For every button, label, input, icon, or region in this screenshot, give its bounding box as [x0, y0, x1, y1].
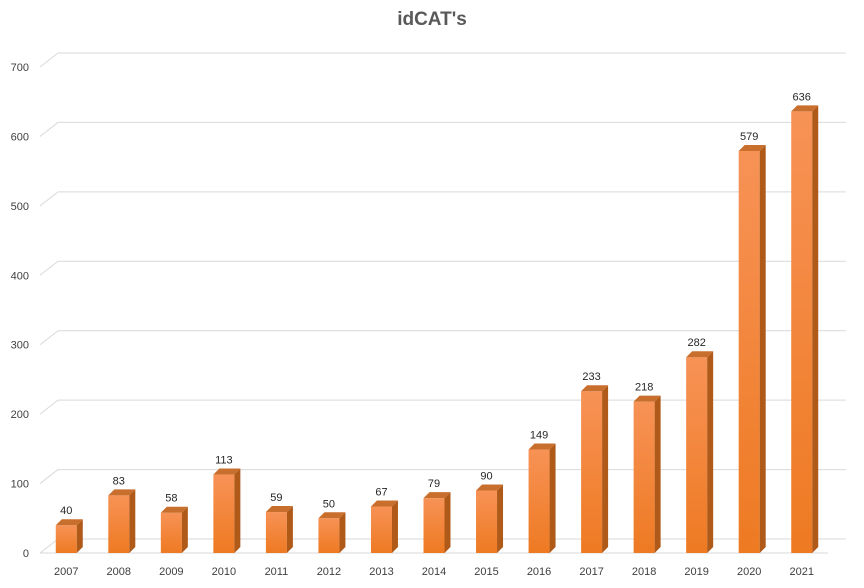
x-tick-label-2012: 2012 [317, 566, 341, 578]
bar-side-2016 [549, 443, 556, 553]
bar-2014 [423, 498, 445, 553]
gridline-depth [39, 399, 59, 415]
bar-side-2017 [602, 385, 609, 553]
data-label-2017: 233 [582, 371, 600, 383]
bar-side-2013 [391, 500, 398, 553]
bar-side-2008 [129, 489, 136, 553]
gridline-depth [39, 122, 59, 137]
x-tick-label-2021: 2021 [789, 566, 813, 578]
bar-2007 [55, 525, 77, 553]
data-label-2018: 218 [635, 382, 653, 394]
data-label-2011: 59 [270, 492, 282, 504]
gridline-depth [39, 538, 59, 554]
x-tick-label-2011: 2011 [265, 566, 289, 578]
data-label-2016: 149 [530, 430, 548, 442]
chart-title: idCAT's [397, 9, 467, 30]
gridlines [39, 52, 846, 554]
bar-top-2013 [370, 500, 398, 507]
bar-2012 [318, 518, 340, 553]
bar-side-2021 [812, 105, 819, 553]
y-tick-label: 400 [11, 270, 29, 282]
bar-top-2016 [528, 443, 556, 450]
x-tick-label-2014: 2014 [422, 566, 446, 578]
bar-side-2015 [497, 484, 504, 553]
bar-top-2011 [265, 506, 293, 513]
data-label-2009: 58 [165, 493, 177, 505]
bar-2018 [633, 401, 655, 553]
bar-top-2014 [423, 492, 451, 499]
bar-top-2021 [791, 105, 819, 112]
bar-2013 [370, 506, 392, 553]
x-tick-label-2016: 2016 [527, 566, 551, 578]
bar-top-2012 [318, 512, 346, 519]
x-tick-label-2008: 2008 [107, 566, 131, 578]
data-labels: 40 83 58 113 59 50 67 79 90 149 233 218 282 579 636 [60, 91, 811, 517]
gridline-depth [39, 469, 59, 484]
data-label-2015: 90 [480, 471, 492, 483]
bar-top-2009 [160, 506, 188, 513]
bar-side-2019 [707, 351, 714, 553]
data-label-2021: 636 [793, 91, 811, 103]
bar-top-2010 [213, 468, 241, 475]
bar-2009 [160, 512, 182, 553]
bar-side-2009 [181, 506, 188, 553]
bar-2019 [686, 357, 708, 553]
x-tick-label-2020: 2020 [737, 566, 761, 578]
y-tick-label: 200 [11, 409, 29, 421]
data-label-2012: 50 [323, 498, 335, 510]
bar-side-2010 [234, 468, 241, 553]
y-tick-label: 500 [11, 201, 29, 213]
bar-2017 [581, 391, 603, 553]
bar-top-2018 [633, 395, 661, 402]
bar-2015 [476, 490, 498, 553]
bar-top-2008 [108, 489, 136, 496]
bar-top-2015 [476, 484, 504, 491]
bar-top-2007 [55, 519, 83, 526]
bar-side-2014 [444, 492, 451, 553]
bar-2008 [108, 495, 130, 553]
bar-top-2020 [738, 145, 766, 152]
gridline-depth [39, 191, 59, 207]
x-tick-label-2010: 2010 [212, 566, 236, 578]
data-label-2008: 83 [113, 475, 125, 487]
bar-2021 [791, 111, 813, 553]
bar-side-2011 [286, 506, 293, 553]
x-tick-label-2018: 2018 [632, 566, 656, 578]
gridline-depth [39, 330, 59, 346]
x-tick-label-2019: 2019 [684, 566, 708, 578]
bar-2010 [213, 474, 235, 553]
data-label-2020: 579 [740, 131, 758, 143]
x-axis-ticks: 2007 2008 2009 2010 2011 2012 2013 2014 2015 2016… [54, 566, 814, 578]
x-tick-label-2013: 2013 [369, 566, 393, 578]
bar-top-2017 [581, 385, 609, 392]
gridline-depth [39, 52, 59, 68]
bar-2016 [528, 449, 550, 553]
bar-2011 [265, 512, 287, 553]
bar-side-2012 [339, 512, 346, 553]
x-tick-label-2015: 2015 [474, 566, 498, 578]
x-tick-label-2007: 2007 [54, 566, 78, 578]
bar-side-2007 [76, 519, 83, 553]
data-label-2014: 79 [428, 478, 440, 490]
bars [55, 105, 819, 553]
y-tick-label: 0 [23, 548, 29, 560]
data-label-2007: 40 [60, 505, 72, 517]
y-tick-label: 100 [11, 479, 29, 491]
bar-side-2020 [759, 145, 766, 553]
y-tick-label: 700 [11, 62, 29, 74]
bar-2020 [738, 151, 760, 553]
bar-side-2018 [654, 395, 661, 553]
x-tick-label-2017: 2017 [579, 566, 603, 578]
y-axis-ticks: 0 100 200 300 400 500 600 700 [11, 62, 29, 560]
data-label-2013: 67 [375, 486, 387, 498]
bar-top-2019 [686, 351, 714, 358]
gridline-depth [39, 260, 59, 276]
data-label-2019: 282 [687, 337, 705, 349]
x-tick-label-2009: 2009 [159, 566, 183, 578]
y-tick-label: 600 [11, 131, 29, 143]
y-tick-label: 300 [11, 340, 29, 352]
data-label-2010: 113 [215, 455, 233, 467]
